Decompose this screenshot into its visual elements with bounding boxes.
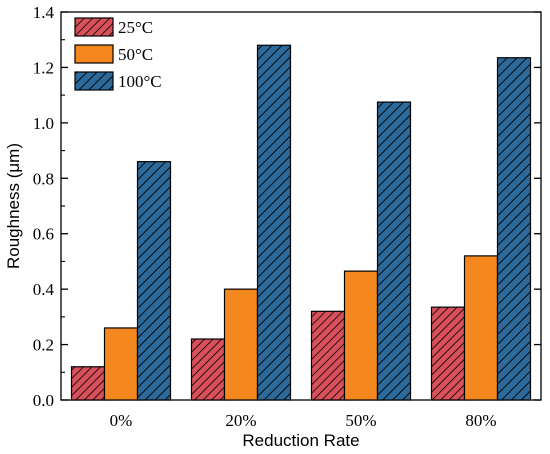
bar-100c <box>136 161 172 401</box>
y-tick-label: 0.0 <box>33 391 54 410</box>
x-tick-label: 0% <box>110 411 133 430</box>
y-tick-label: 0.2 <box>33 336 54 355</box>
bar-50c <box>223 288 259 401</box>
legend-swatch-100c <box>74 71 114 91</box>
y-tick-label: 1.4 <box>33 3 55 22</box>
x-tick-label: 20% <box>225 411 256 430</box>
y-tick-label: 1.0 <box>33 114 54 133</box>
x-tick-label: 80% <box>465 411 496 430</box>
legend-item-100c: 100°C <box>74 71 162 91</box>
x-axis-ticks: 0% 20% 50% 80% <box>110 394 497 430</box>
legend-label-50c: 50°C <box>118 45 153 64</box>
y-tick-label: 0.8 <box>33 169 54 188</box>
bar-100c <box>256 44 292 401</box>
legend-item-25c: 25°C <box>74 17 153 37</box>
legend: 25°C 50°C 100°C <box>74 17 162 91</box>
bar-25c <box>310 310 346 401</box>
bar-50c <box>463 255 499 401</box>
y-axis-title: Roughness (μm) <box>4 143 23 269</box>
bar-25c <box>190 338 226 401</box>
x-axis-title: Reduction Rate <box>242 431 359 450</box>
bar-50c <box>103 327 139 401</box>
bar-25c <box>70 366 106 401</box>
y-axis-ticks: 0.0 0.2 0.4 0.6 0.8 1.0 1.2 1.4 <box>33 3 541 410</box>
x-tick-label: 50% <box>345 411 376 430</box>
y-tick-label: 1.2 <box>33 58 54 77</box>
legend-swatch-25c <box>74 17 114 37</box>
legend-label-25c: 25°C <box>118 18 153 37</box>
bar-100c <box>496 57 532 401</box>
bar-25c <box>430 306 466 401</box>
bar-100c <box>376 101 412 401</box>
y-tick-label: 0.6 <box>33 225 54 244</box>
y-tick-label: 0.4 <box>33 280 55 299</box>
legend-item-50c: 50°C <box>74 44 153 64</box>
plot-area: 0.0 0.2 0.4 0.6 0.8 1.0 1.2 1.4 0% 20% 50% 80% <box>33 3 542 430</box>
legend-label-100c: 100°C <box>118 72 162 91</box>
legend-swatch-50c <box>74 44 114 64</box>
bars-group <box>70 44 532 401</box>
bar-50c <box>343 270 379 401</box>
